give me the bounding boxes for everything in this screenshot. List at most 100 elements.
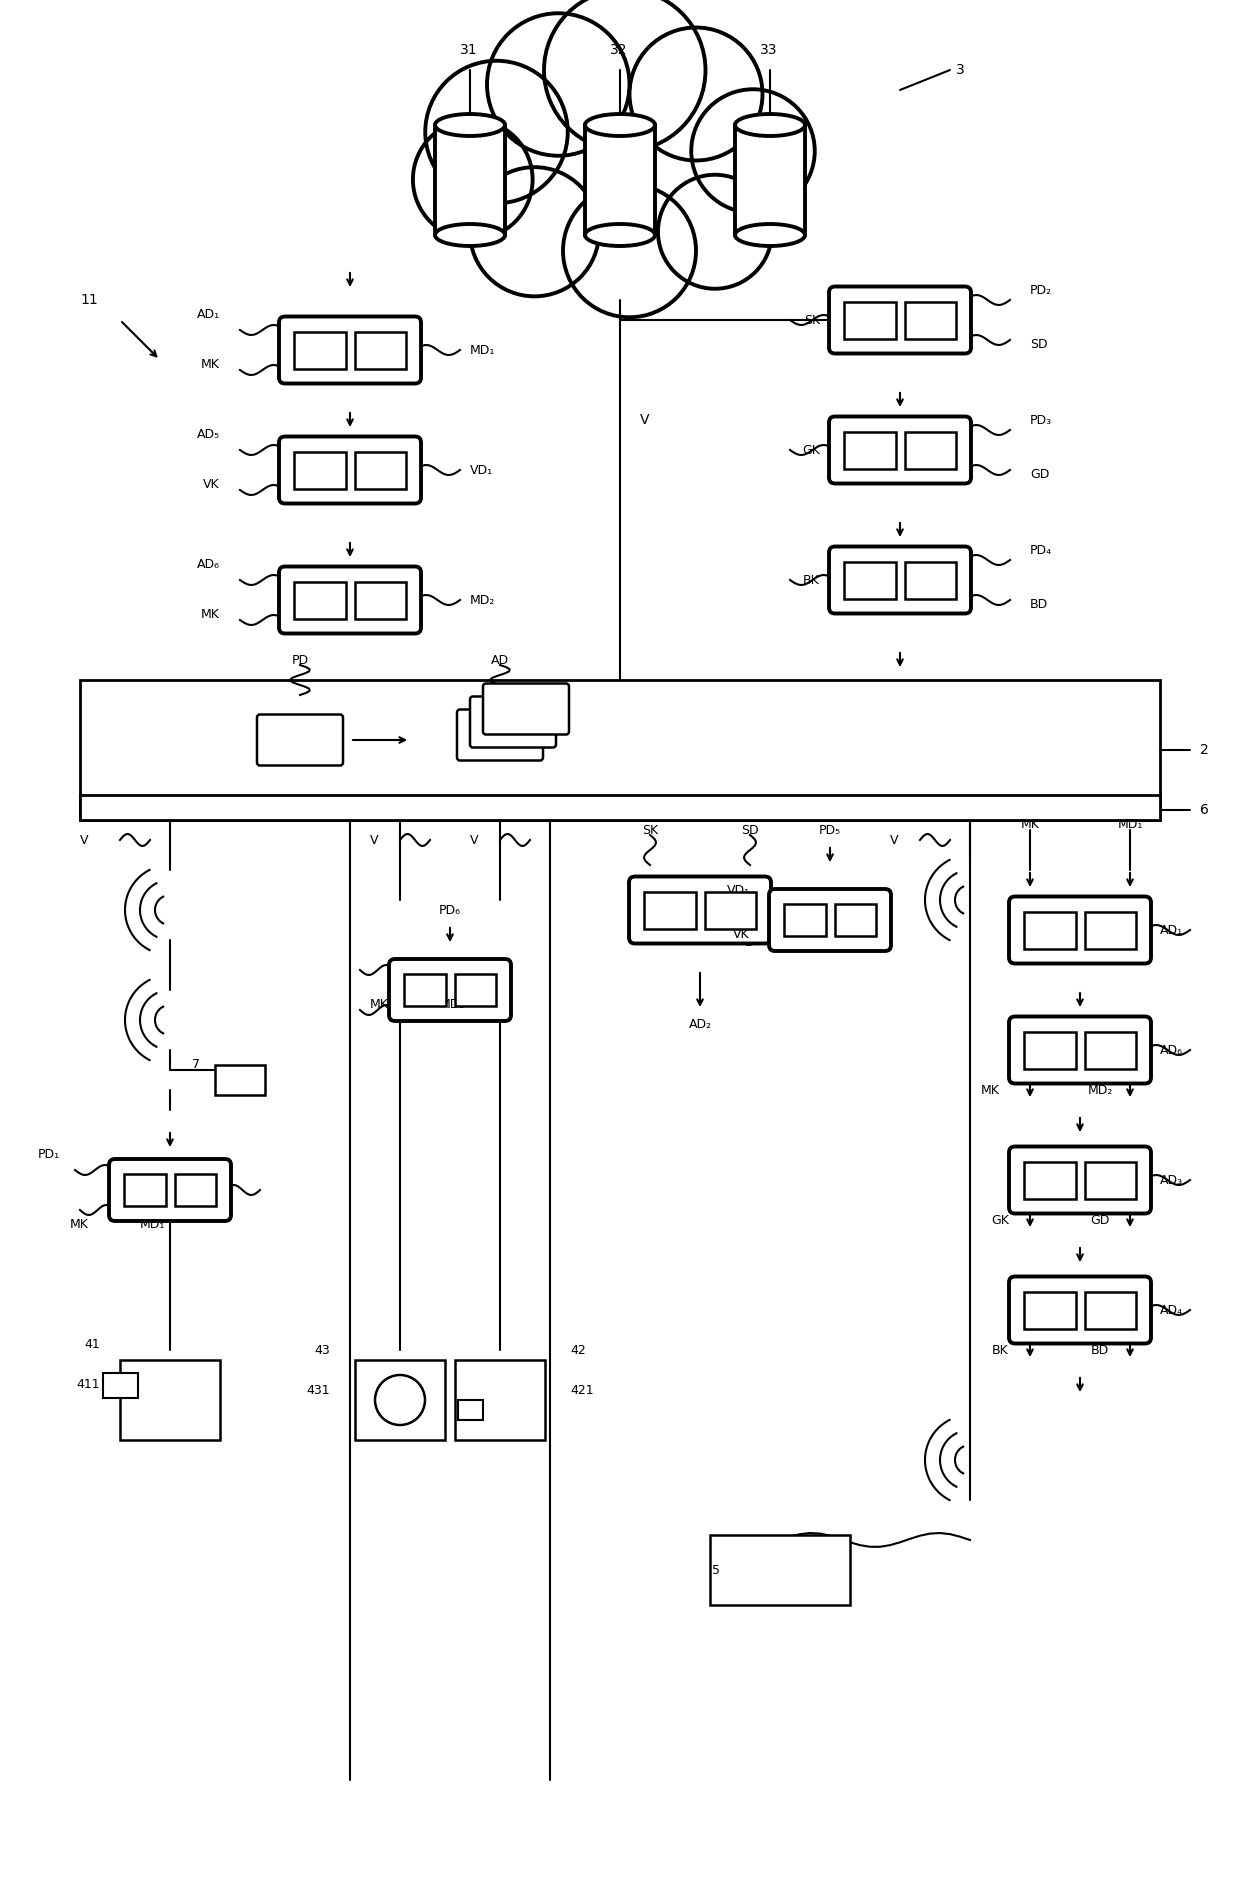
Text: PD₄: PD₄ [1030,543,1052,557]
Text: AD₆: AD₆ [1159,1043,1183,1056]
FancyBboxPatch shape [257,714,343,766]
Circle shape [544,0,706,150]
Text: GK: GK [991,1214,1009,1227]
Text: MD₂: MD₂ [440,999,465,1011]
Bar [1085,1161,1136,1199]
Bar [120,1360,219,1440]
FancyBboxPatch shape [458,709,543,760]
FancyBboxPatch shape [484,684,569,735]
Text: SD: SD [1030,338,1048,352]
Text: MD₁: MD₁ [140,1218,165,1231]
Text: 6: 6 [1200,804,1209,817]
Text: 33: 33 [760,44,777,57]
Bar [904,562,956,598]
Bar [1085,1032,1136,1068]
Bar [175,1174,216,1206]
Text: BD: BD [1091,1343,1109,1357]
Bar [404,975,445,1005]
Bar [784,904,826,937]
FancyBboxPatch shape [830,547,971,614]
Bar [904,431,956,469]
Text: V: V [640,412,650,428]
Text: 41: 41 [84,1338,100,1351]
Text: VD₁: VD₁ [470,464,494,477]
Circle shape [413,120,533,239]
Text: BK: BK [804,574,820,587]
Text: AD₆: AD₆ [197,559,219,572]
Text: AD₂: AD₂ [688,1018,712,1032]
Bar [294,581,346,619]
Bar [585,125,655,236]
Text: MD₂: MD₂ [470,593,495,606]
Circle shape [563,184,696,317]
Text: 5: 5 [712,1564,720,1577]
Text: VD₁: VD₁ [727,884,750,897]
Text: 11: 11 [81,293,98,308]
Text: BK: BK [992,1343,1008,1357]
Text: AD₅: AD₅ [197,429,219,441]
Bar [455,975,496,1005]
Text: MD₁: MD₁ [1117,819,1143,832]
Ellipse shape [585,224,655,245]
Text: 31: 31 [460,44,477,57]
Bar [124,1174,165,1206]
Bar [355,581,405,619]
Circle shape [487,13,630,156]
Bar [455,1360,546,1440]
Bar [835,904,875,937]
Bar [435,125,505,236]
Text: 43: 43 [314,1343,330,1357]
Text: SD: SD [742,823,759,836]
Text: 2: 2 [1200,743,1209,756]
Text: PD: PD [291,654,309,667]
Bar [844,562,895,598]
Bar [1024,1161,1075,1199]
Text: AD₃: AD₃ [1159,1174,1183,1186]
Text: 42: 42 [570,1343,585,1357]
Text: VK: VK [733,929,750,942]
Text: 3: 3 [956,63,965,78]
Text: V: V [370,834,378,847]
Text: SK: SK [642,823,658,836]
FancyBboxPatch shape [279,566,422,633]
FancyBboxPatch shape [769,889,892,952]
Ellipse shape [435,114,505,137]
Bar [1024,1032,1075,1068]
Bar [1024,912,1075,948]
Bar [103,1372,138,1398]
Ellipse shape [735,224,805,245]
Circle shape [470,167,599,296]
FancyBboxPatch shape [830,287,971,353]
Ellipse shape [735,114,805,137]
Text: V: V [81,834,88,847]
Text: AD₁: AD₁ [197,308,219,321]
Text: GD: GD [1090,1214,1110,1227]
FancyBboxPatch shape [109,1159,231,1222]
Text: MK: MK [370,999,389,1011]
Bar [355,1360,445,1440]
FancyBboxPatch shape [279,437,422,504]
Text: MK: MK [981,1083,999,1096]
Bar [844,431,895,469]
FancyBboxPatch shape [470,697,556,747]
FancyBboxPatch shape [1009,1277,1151,1343]
Text: 411: 411 [77,1379,100,1391]
Bar [355,331,405,369]
Text: V: V [470,834,479,847]
Text: MK: MK [69,1218,89,1231]
Bar [704,891,756,929]
Text: BD: BD [1030,598,1048,612]
Bar [844,302,895,338]
Text: 32: 32 [610,44,627,57]
Bar [1085,1292,1136,1328]
Text: GD: GD [1030,469,1049,481]
FancyBboxPatch shape [1009,1146,1151,1214]
Text: VK: VK [203,479,219,492]
Text: MD₂: MD₂ [1087,1083,1112,1096]
FancyBboxPatch shape [279,317,422,384]
Bar [1085,912,1136,948]
Text: AD₄: AD₄ [1159,1303,1183,1317]
FancyBboxPatch shape [1009,1017,1151,1083]
Bar [458,1400,482,1419]
Text: PD₁: PD₁ [38,1148,60,1161]
